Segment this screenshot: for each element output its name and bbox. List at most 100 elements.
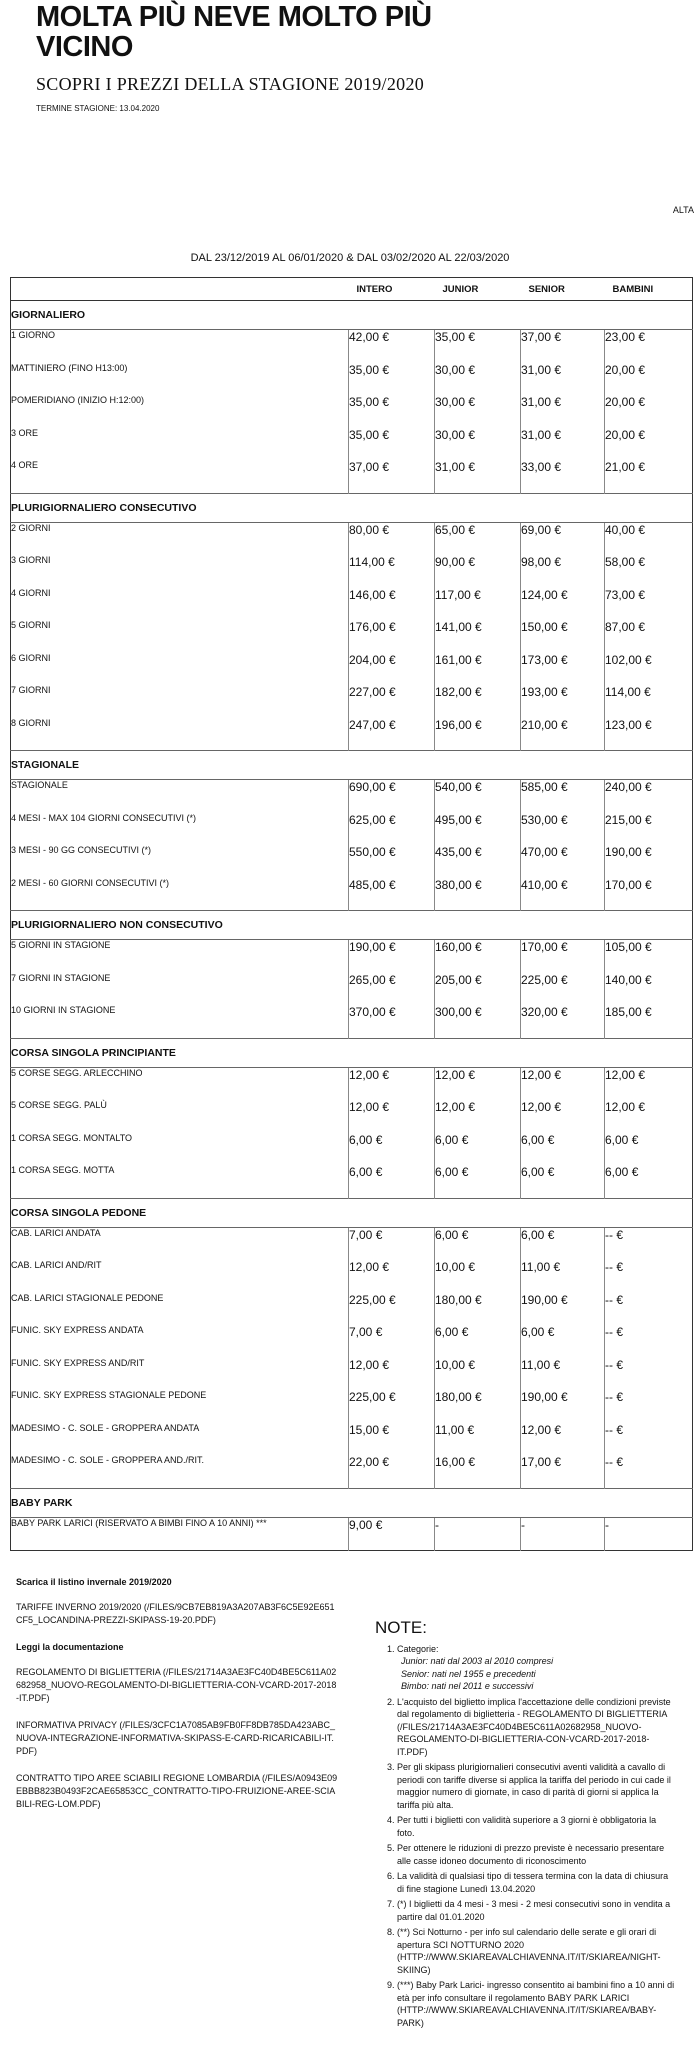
price: 485,00 € bbox=[348, 877, 435, 911]
price: 114,00 € bbox=[604, 685, 693, 718]
price: 190,00 € bbox=[520, 1390, 605, 1423]
price: -- € bbox=[604, 1260, 693, 1293]
price: 176,00 € bbox=[348, 620, 435, 653]
price: 205,00 € bbox=[434, 972, 521, 1005]
price: 585,00 € bbox=[520, 779, 605, 813]
price: 6,00 € bbox=[520, 1165, 605, 1198]
price: 160,00 € bbox=[434, 939, 521, 973]
price: -- € bbox=[604, 1455, 693, 1488]
price: 123,00 € bbox=[604, 717, 693, 751]
price: 225,00 € bbox=[348, 1292, 435, 1325]
note-item: Categorie: Junior: nati dal 2003 al 2010 … bbox=[397, 1643, 675, 1693]
price: 16,00 € bbox=[434, 1455, 521, 1488]
price-row: 3 ORE 35,00 €30,00 €31,00 €20,00 € bbox=[11, 427, 693, 460]
price: 69,00 € bbox=[520, 522, 605, 555]
doc-link[interactable]: INFORMATIVA PRIVACY (/FILES/3CFC1A7085AB… bbox=[16, 1720, 335, 1756]
price: 40,00 € bbox=[604, 522, 693, 555]
download-link[interactable]: TARIFFE INVERNO 2019/2020 (/FILES/9CB7EB… bbox=[16, 1602, 335, 1625]
ticket-label: BABY PARK LARICI (RISERVATO A BIMBI FINO… bbox=[11, 1517, 267, 1528]
header-row: INTERO JUNIOR SENIOR BAMBINI bbox=[10, 277, 693, 301]
note-item: La validità di qualsiasi tipo di tessera… bbox=[397, 1870, 675, 1895]
docs-heading: Leggi la documentazione bbox=[16, 1642, 124, 1652]
page-title: MOLTA PIÙ NEVE MOLTO PIÙ VICINO bbox=[36, 1, 432, 63]
note-sub: Senior: nati nel 1955 e precedenti bbox=[401, 1668, 536, 1679]
price: 10,00 € bbox=[434, 1357, 521, 1390]
price: 17,00 € bbox=[520, 1455, 605, 1488]
price: 21,00 € bbox=[604, 460, 693, 493]
price: 161,00 € bbox=[434, 652, 521, 685]
note-text: L'acquisto del biglietto implica l'accet… bbox=[397, 1696, 671, 1757]
price: 124,00 € bbox=[520, 587, 605, 620]
price-table: INTERO JUNIOR SENIOR BAMBINI GIORNALIERO 1 G… bbox=[10, 277, 693, 1551]
price: 140,00 € bbox=[604, 972, 693, 1005]
ticket-label: 7 GIORNI IN STAGIONE bbox=[11, 972, 111, 983]
downloads: Scarica il listino invernale 2019/2020 T… bbox=[16, 1576, 338, 1825]
price-row: 5 GIORNI 176,00 €141,00 €150,00 €87,00 € bbox=[11, 620, 693, 653]
price-row: 4 MESI - MAX 104 GIORNI CONSECUTIVI (*) 6… bbox=[11, 812, 693, 845]
price: 550,00 € bbox=[348, 845, 435, 878]
price: 530,00 € bbox=[520, 812, 605, 845]
price: 35,00 € bbox=[348, 362, 435, 395]
price-row: 1 CORSA SEGG. MONTALTO 6,00 €6,00 €6,00 €… bbox=[11, 1132, 693, 1165]
price-row: 8 GIORNI 247,00 €196,00 €210,00 €123,00 € bbox=[11, 717, 693, 751]
ticket-label: STAGIONALE bbox=[11, 780, 68, 790]
price: 6,00 € bbox=[434, 1132, 521, 1165]
price-row: MADESIMO - C. SOLE - GROPPERA AND./RIT. 2… bbox=[11, 1455, 693, 1488]
price: 11,00 € bbox=[520, 1357, 605, 1390]
note-item: Per ottenere le riduzioni di prezzo prev… bbox=[397, 1842, 675, 1867]
ticket-label: MADESIMO - C. SOLE - GROPPERA AND./RIT. bbox=[11, 1455, 205, 1465]
ticket-label: 3 MESI - 90 GG CONSECUTIVI (*) bbox=[11, 845, 152, 855]
note-text: La validità di qualsiasi tipo di tessera… bbox=[397, 1871, 669, 1894]
ticket-label: 8 GIORNI bbox=[11, 717, 51, 728]
price: 6,00 € bbox=[520, 1325, 605, 1358]
season-end: TERMINE STAGIONE: 13.04.2020 bbox=[36, 104, 160, 113]
price: 240,00 € bbox=[604, 779, 693, 813]
price: 102,00 € bbox=[604, 652, 693, 685]
price: 540,00 € bbox=[434, 779, 521, 813]
price: 12,00 € bbox=[434, 1067, 521, 1100]
price: - bbox=[604, 1517, 693, 1551]
price: 90,00 € bbox=[434, 555, 521, 588]
ticket-label: 5 CORSE SEGG. ARLECCHINO bbox=[11, 1067, 143, 1078]
price: -- € bbox=[604, 1357, 693, 1390]
price: 6,00 € bbox=[434, 1165, 521, 1198]
doc-link[interactable]: REGOLAMENTO DI BIGLIETTERIA (/FILES/2171… bbox=[16, 1667, 337, 1703]
price: 20,00 € bbox=[604, 395, 693, 428]
note-text: Per ottenere le riduzioni di prezzo prev… bbox=[397, 1843, 665, 1866]
price: 117,00 € bbox=[434, 587, 521, 620]
price: 31,00 € bbox=[520, 395, 605, 428]
price: 410,00 € bbox=[520, 877, 605, 911]
price: 265,00 € bbox=[348, 972, 435, 1005]
price: 23,00 € bbox=[604, 329, 693, 363]
column-header: BAMBINI bbox=[604, 277, 693, 301]
ticket-label: CAB. LARICI ANDATA bbox=[11, 1227, 101, 1238]
doc-link[interactable]: CONTRATTO TIPO AREE SCIABILI REGIONE LOM… bbox=[16, 1773, 338, 1809]
price-row: 5 CORSE SEGG. PALÙ 12,00 €12,00 €12,00 €1… bbox=[11, 1100, 693, 1133]
download-heading: Scarica il listino invernale 2019/2020 bbox=[16, 1577, 172, 1587]
price: 625,00 € bbox=[348, 812, 435, 845]
price: 105,00 € bbox=[604, 939, 693, 973]
price-row: STAGIONALE 690,00 €540,00 €585,00 €240,00… bbox=[11, 779, 693, 813]
price: 37,00 € bbox=[520, 329, 605, 363]
price: 690,00 € bbox=[348, 779, 435, 813]
price: 35,00 € bbox=[434, 329, 521, 363]
price: 37,00 € bbox=[348, 460, 435, 493]
period: DAL 23/12/2019 AL 06/01/2020 & DAL 03/02… bbox=[190, 252, 510, 264]
price-row: FUNIC. SKY EXPRESS ANDATA 7,00 €6,00 €6,0… bbox=[11, 1325, 693, 1358]
price-row: CAB. LARICI STAGIONALE PEDONE 225,00 €180… bbox=[11, 1292, 693, 1325]
section-row: PLURIGIORNALIERO NON CONSECUTIVO bbox=[10, 910, 693, 940]
price: 6,00 € bbox=[604, 1165, 693, 1198]
docs-list: REGOLAMENTO DI BIGLIETTERIA (/FILES/2171… bbox=[16, 1666, 338, 1811]
price: 12,00 € bbox=[520, 1067, 605, 1100]
header-cell bbox=[10, 277, 349, 301]
price: 495,00 € bbox=[434, 812, 521, 845]
price-row: 4 GIORNI 146,00 €117,00 €124,00 €73,00 € bbox=[11, 587, 693, 620]
price: 73,00 € bbox=[604, 587, 693, 620]
price: 30,00 € bbox=[434, 362, 521, 395]
price-row: 7 GIORNI 227,00 €182,00 €193,00 €114,00 € bbox=[11, 685, 693, 718]
section-row: STAGIONALE bbox=[10, 750, 693, 780]
price: -- € bbox=[604, 1227, 693, 1260]
price: 210,00 € bbox=[520, 717, 605, 751]
price: 150,00 € bbox=[520, 620, 605, 653]
